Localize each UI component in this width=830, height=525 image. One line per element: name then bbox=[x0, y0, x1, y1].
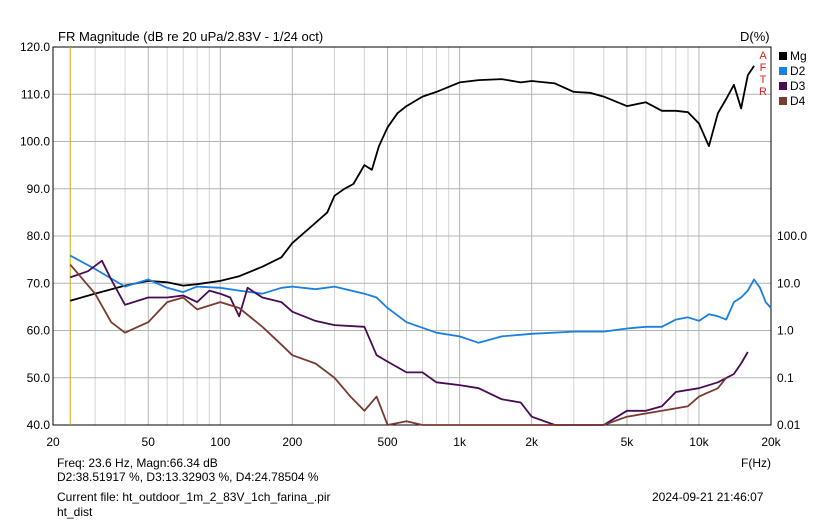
legend-swatch-D2 bbox=[779, 67, 787, 75]
y-left-tick-label: 40.0 bbox=[27, 418, 51, 432]
y-right-tick-label: 10.0 bbox=[777, 276, 801, 290]
x-tick-label: 100 bbox=[210, 435, 230, 449]
x-tick-label: 5k bbox=[621, 435, 635, 449]
readout-line2: D2:38.51917 %, D3:13.32903 %, D4:24.7850… bbox=[57, 470, 319, 484]
x-tick-label: 200 bbox=[282, 435, 302, 449]
x-tick-label: 20 bbox=[46, 435, 60, 449]
legend-label-D4: D4 bbox=[790, 94, 806, 108]
legend-label-Mg: Mg bbox=[790, 49, 807, 63]
plot-frame bbox=[52, 46, 772, 426]
legend-label-D3: D3 bbox=[790, 79, 806, 93]
series-line-D3 bbox=[69, 259, 749, 426]
x-tick-label: 50 bbox=[142, 435, 156, 449]
side-button-r[interactable]: R bbox=[759, 86, 767, 98]
y-left-tick-label: 120.0 bbox=[20, 40, 50, 54]
y-left-tick-label: 100.0 bbox=[20, 135, 50, 149]
y-right-tick-label: 1.0 bbox=[777, 324, 794, 338]
x-tick-label: 10k bbox=[689, 435, 709, 449]
y-left-tick-label: 50.0 bbox=[27, 371, 51, 385]
y-right-tick-label: 0.1 bbox=[777, 371, 794, 385]
y-left-tick-label: 70.0 bbox=[27, 276, 51, 290]
tick-labels: 20 50 100 200 500 1k 2k 5k 10k 20k 40.0 50.0 60.0 70.… bbox=[20, 40, 807, 449]
right-axis-title: D(%) bbox=[740, 29, 770, 44]
x-tick-label: 1k bbox=[453, 435, 467, 449]
y-right-tick-label: 100.0 bbox=[777, 229, 807, 243]
legend-swatch-D3 bbox=[779, 82, 787, 90]
series-line-D4 bbox=[69, 264, 727, 426]
y-right-tick-label: 0.01 bbox=[777, 418, 801, 432]
grid bbox=[53, 47, 771, 425]
y-left-tick-label: 60.0 bbox=[27, 324, 51, 338]
legend-label-D2: D2 bbox=[790, 64, 806, 78]
current-file: Current file: ht_outdoor_1m_2_83V_1ch_fa… bbox=[57, 490, 331, 504]
x-tick-label: 500 bbox=[378, 435, 398, 449]
y-left-tick-label: 110.0 bbox=[21, 87, 50, 101]
y-left-tick-label: 80.0 bbox=[27, 229, 51, 243]
x-tick-label: 20k bbox=[761, 435, 781, 449]
x-tick-label: 2k bbox=[525, 435, 539, 449]
legend-swatch-Mg bbox=[779, 52, 787, 60]
series-group bbox=[69, 65, 772, 426]
readout-line1: Freq: 23.6 Hz, Magn:66.34 dB bbox=[57, 456, 218, 470]
x-axis-label: F(Hz) bbox=[741, 456, 771, 470]
side-button-t[interactable]: T bbox=[760, 74, 767, 86]
side-button-f[interactable]: F bbox=[760, 62, 767, 74]
legend-swatch-D4 bbox=[779, 97, 787, 105]
side-button-a[interactable]: A bbox=[759, 50, 767, 62]
y-left-tick-label: 90.0 bbox=[27, 182, 51, 196]
series-line-Mg bbox=[69, 65, 755, 302]
series-line-D2 bbox=[69, 254, 772, 344]
timestamp: 2024-09-21 21:46:07 bbox=[652, 490, 764, 504]
current-file-cont: ht_dist bbox=[57, 505, 93, 519]
chart-title: FR Magnitude (dB re 20 uPa/2.83V - 1/24 … bbox=[58, 29, 324, 44]
